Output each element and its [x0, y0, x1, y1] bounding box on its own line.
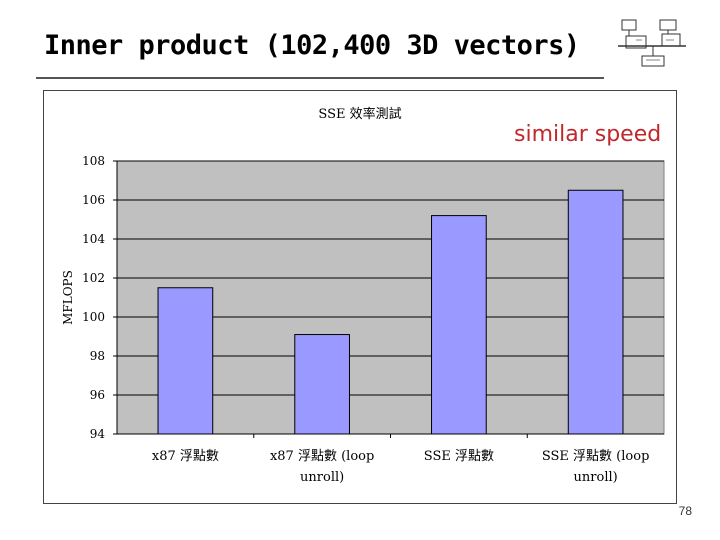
- bar-2: [294, 334, 350, 435]
- similar-speed-annotation: similar speed: [514, 122, 662, 147]
- x-category-label: unroll): [574, 470, 618, 485]
- y-tick-label: 100: [82, 310, 105, 324]
- bar-3: [431, 215, 487, 435]
- x-category-label: SSE 浮點數: [424, 449, 494, 464]
- x-category-label: unroll): [300, 470, 344, 485]
- bar-1: [157, 287, 214, 435]
- slide-title: Inner product (102,400 3D vectors): [44, 30, 580, 61]
- x-category-label: x87 浮點數 (loop: [270, 449, 374, 464]
- y-tick-label: 102: [82, 271, 105, 285]
- y-tick-label: 94: [90, 427, 106, 441]
- chart-frame: SSE 效率測試 MFLOPS 94 96 98 100 102 104 106 108 x87…: [43, 90, 677, 504]
- bar-4: [567, 189, 624, 435]
- bar-chart: SSE 效率測試 MFLOPS 94 96 98 100 102 104 106 108 x87…: [61, 106, 665, 485]
- y-tick-label: 104: [82, 232, 105, 246]
- y-tick-label: 96: [90, 388, 105, 402]
- title-rule: [36, 77, 604, 79]
- y-tick-label: 98: [90, 349, 105, 363]
- x-category-label: x87 浮點數: [152, 449, 219, 464]
- x-category-label: SSE 浮點數 (loop: [542, 449, 650, 464]
- y-tick-label: 106: [82, 193, 105, 207]
- page-number: 78: [678, 504, 692, 518]
- chart-title: SSE 效率測試: [318, 106, 401, 122]
- y-axis-label: MFLOPS: [61, 270, 75, 325]
- y-tick-label: 108: [82, 154, 105, 168]
- network-diagram-logo-icon: [618, 19, 686, 67]
